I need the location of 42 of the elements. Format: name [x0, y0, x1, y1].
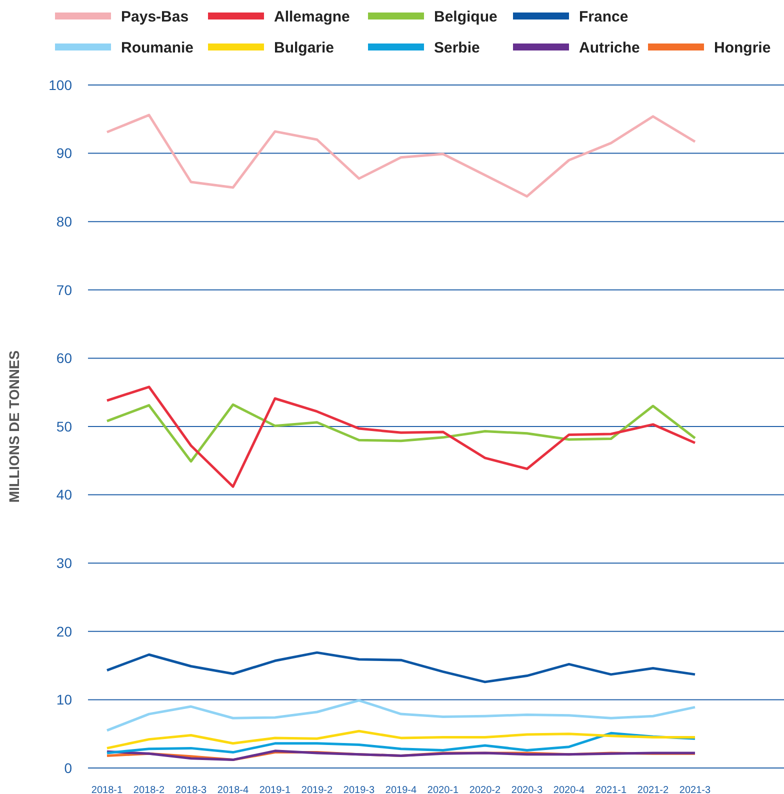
x-tick-label: 2021-1 — [595, 785, 628, 794]
legend-label: Autriche — [579, 39, 640, 56]
x-tick-label: 2018-3 — [175, 785, 208, 794]
x-tick-label: 2020-3 — [511, 785, 544, 794]
legend-label: Hongrie — [714, 39, 771, 56]
y-tick-label: 30 — [56, 555, 72, 571]
legend-label: Serbie — [434, 39, 480, 56]
y-tick-label: 60 — [56, 350, 72, 366]
x-tick-label: 2018-4 — [217, 785, 250, 794]
x-tick-label: 2019-3 — [343, 785, 376, 794]
legend-label: France — [579, 8, 628, 26]
line-series — [106, 386, 696, 488]
line-series — [106, 114, 696, 198]
legend-label: Pays-Bas — [121, 8, 189, 26]
y-tick-label: 0 — [64, 760, 72, 776]
y-tick-label: 10 — [56, 692, 72, 708]
line-series — [106, 730, 696, 750]
x-tick-label: 2019-4 — [385, 785, 418, 794]
legend-label: Belgique — [434, 8, 498, 26]
line-series — [106, 403, 696, 463]
y-tick-label: 90 — [56, 145, 72, 162]
y-tick-label: 40 — [56, 486, 72, 503]
line-series — [106, 699, 696, 732]
x-tick-label: 2020-1 — [427, 785, 460, 794]
y-axis-title: MILLIONS DE TONNES — [6, 350, 22, 503]
legend-label: Allemagne — [274, 8, 350, 26]
legend-label: Roumanie — [121, 39, 194, 56]
x-tick-label: 2021-2 — [637, 785, 670, 794]
y-tick-label: 70 — [56, 282, 72, 298]
x-tick-label: 2021-3 — [679, 785, 712, 794]
y-tick-label: 100 — [48, 76, 72, 93]
x-tick-label: 2020-4 — [553, 785, 586, 794]
x-tick-label: 2019-2 — [301, 785, 334, 794]
x-tick-label: 2018-2 — [133, 785, 166, 794]
line-series — [106, 651, 696, 684]
y-tick-label: 50 — [56, 418, 72, 434]
y-tick-label: 20 — [56, 623, 72, 640]
x-tick-label: 2018-1 — [91, 785, 124, 794]
y-tick-label: 80 — [56, 214, 72, 230]
x-tick-label: 2020-2 — [469, 785, 502, 794]
legend-label: Bulgarie — [274, 39, 334, 56]
x-tick-label: 2019-1 — [259, 785, 292, 794]
